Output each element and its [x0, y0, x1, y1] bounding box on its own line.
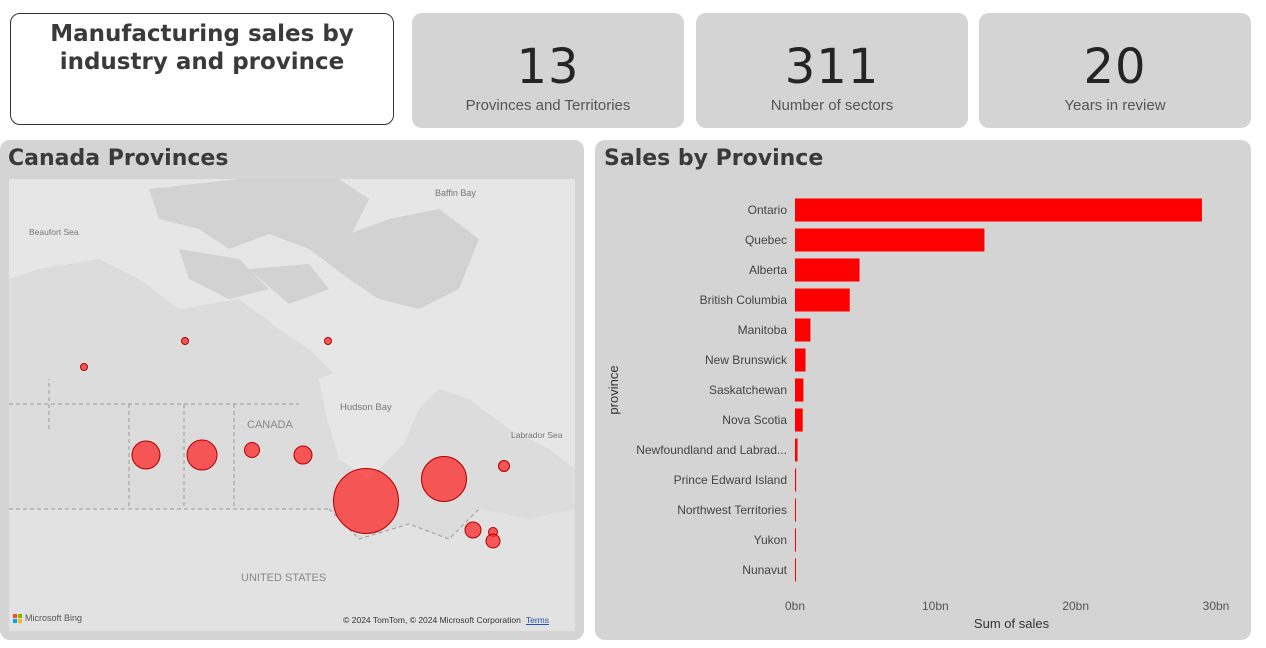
x-tick-label: 30bn: [1203, 599, 1230, 613]
kpi-value: 13: [516, 39, 580, 95]
bing-label: Microsoft Bing: [25, 613, 83, 623]
label-labrador-sea: Labrador Sea: [511, 430, 563, 440]
bar-newfoundland-and-labrad-[interactable]: [795, 438, 798, 462]
category-label: Saskatchewan: [709, 383, 787, 397]
category-label: Nunavut: [742, 563, 787, 577]
map-copyright: © 2024 TomTom, © 2024 Microsoft Corporat…: [343, 615, 549, 625]
bar-prince-edward-island[interactable]: [795, 468, 797, 492]
category-label: Prince Edward Island: [674, 473, 787, 487]
x-tick-label: 20bn: [1062, 599, 1089, 613]
map-bubble-manitoba[interactable]: [293, 445, 313, 465]
map-bubble-nunavut[interactable]: [324, 337, 332, 345]
report-title-card: Manufacturing sales by industry and prov…: [10, 13, 394, 125]
x-tick-label: 10bn: [922, 599, 949, 613]
terms-link[interactable]: Terms: [525, 615, 549, 625]
category-label: Ontario: [748, 203, 788, 217]
x-axis-label: Sum of sales: [974, 616, 1050, 631]
bar-ontario[interactable]: [795, 198, 1202, 222]
map-bubble-british-columbia[interactable]: [131, 440, 161, 470]
category-label: Northwest Territories: [677, 503, 787, 517]
kpi-card-years[interactable]: 20 Years in review: [979, 13, 1251, 128]
kpi-value: 20: [1083, 39, 1147, 95]
category-label: Quebec: [745, 233, 787, 247]
bar-northwest-territories[interactable]: [795, 498, 796, 522]
category-label: Newfoundland and Labrad...: [636, 443, 787, 457]
map-background: [9, 179, 575, 631]
report-title: Manufacturing sales by industry and prov…: [50, 21, 354, 75]
map-bubble-alberta[interactable]: [186, 439, 218, 471]
bar-manitoba[interactable]: [795, 318, 811, 342]
map-panel[interactable]: Canada Provinces Baffin Bay Beaufort Sea…: [0, 140, 584, 640]
chart-panel[interactable]: Sales by Province Ontario Quebec Alberta Br…: [595, 140, 1251, 640]
kpi-card-provinces[interactable]: 13 Provinces and Territories: [412, 13, 684, 128]
map-title: Canada Provinces: [8, 146, 229, 171]
bar-british-columbia[interactable]: [795, 288, 850, 312]
map-bubble-quebec[interactable]: [421, 456, 467, 502]
bar-saskatchewan[interactable]: [795, 378, 804, 402]
chart-title: Sales by Province: [604, 146, 824, 171]
bar-quebec[interactable]: [795, 228, 985, 252]
bar-new-brunswick[interactable]: [795, 348, 806, 372]
kpi-label: Provinces and Territories: [465, 97, 631, 114]
canada-map[interactable]: Baffin Bay Beaufort Sea Hudson Bay CANAD…: [9, 179, 575, 631]
kpi-label: Years in review: [1064, 97, 1166, 114]
kpi-value: 311: [784, 39, 880, 95]
map-bubble-newfoundland[interactable]: [498, 460, 510, 472]
label-united-states: UNITED STATES: [241, 572, 327, 584]
category-label: Nova Scotia: [722, 413, 787, 427]
map-bubble-saskatchewan[interactable]: [244, 442, 260, 458]
map-bubble-ontario[interactable]: [333, 468, 399, 534]
category-label: Yukon: [754, 533, 787, 547]
copyright-text: © 2024 TomTom, © 2024 Microsoft Corporat…: [343, 615, 521, 625]
label-hudson-bay: Hudson Bay: [340, 402, 392, 413]
map-bubble-nova-scotia[interactable]: [485, 533, 501, 549]
bar-nunavut[interactable]: [795, 558, 796, 582]
bar-nova-scotia[interactable]: [795, 408, 803, 432]
bar-alberta[interactable]: [795, 258, 860, 282]
bing-attribution: Microsoft Bing: [13, 613, 82, 623]
category-label: British Columbia: [700, 293, 788, 307]
label-beaufort-sea: Beaufort Sea: [29, 227, 79, 237]
y-axis-label: province: [606, 365, 621, 414]
category-label: Alberta: [749, 263, 787, 277]
map-bubble-yukon[interactable]: [80, 363, 88, 371]
category-label: Manitoba: [738, 323, 788, 337]
map-bubble-northwest-territories[interactable]: [181, 337, 189, 345]
label-canada: CANADA: [247, 419, 293, 431]
bar-chart[interactable]: Ontario Quebec Alberta British Columbia Mani…: [595, 140, 1251, 640]
x-tick-label: 0bn: [785, 599, 805, 613]
label-baffin-bay: Baffin Bay: [435, 188, 476, 198]
category-label: New Brunswick: [705, 353, 788, 367]
microsoft-logo-icon: [13, 613, 22, 623]
map-bubble-new-brunswick[interactable]: [464, 521, 482, 539]
kpi-label: Number of sectors: [770, 97, 894, 114]
bar-yukon[interactable]: [795, 528, 796, 552]
kpi-card-sectors[interactable]: 311 Number of sectors: [696, 13, 968, 128]
